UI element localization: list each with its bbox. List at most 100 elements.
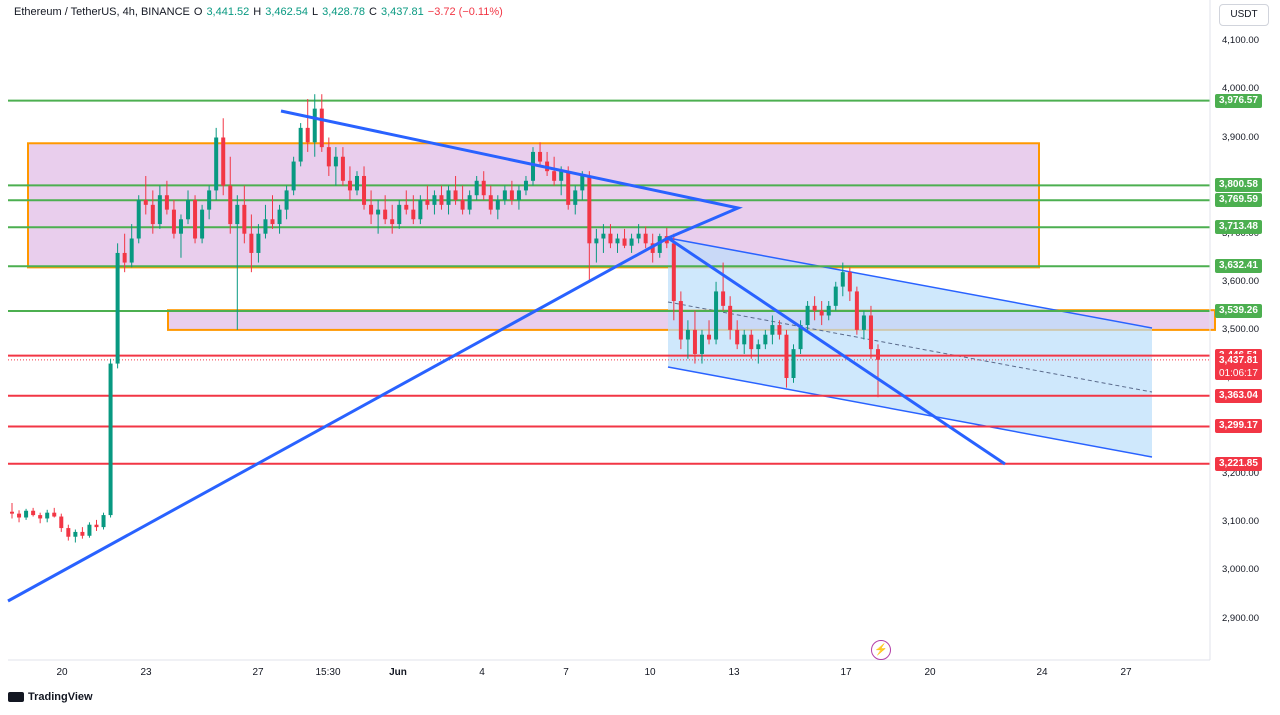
channel-top-line (667, 237, 1153, 329)
candle-body (671, 243, 676, 302)
price-tick: 2,900.00 (1222, 612, 1259, 624)
candle-body (249, 233, 254, 253)
candle-body (157, 195, 162, 225)
currency-selector[interactable]: USDT (1219, 4, 1269, 26)
zones-layer (27, 142, 1216, 331)
candle-body (439, 195, 444, 205)
candle-body (707, 334, 712, 340)
candle-body (622, 238, 627, 246)
candle-body (24, 510, 29, 518)
candle-body (362, 175, 367, 205)
candle-body (108, 363, 113, 516)
level-badge: 3,539.26 (1215, 304, 1262, 319)
candle-body (312, 108, 317, 143)
brand[interactable]: TradingView (8, 691, 93, 703)
time-tick: 4 (479, 667, 485, 678)
candle-body (453, 190, 458, 201)
candle-body (326, 147, 331, 167)
candle-body (819, 310, 824, 316)
candle-body (186, 200, 191, 220)
countdown: 01:06:17 (1219, 367, 1258, 379)
tradingview-logo-icon (8, 692, 24, 702)
price-tick: 3,600.00 (1222, 275, 1259, 287)
candle-body (587, 175, 592, 244)
level-badge: 3,632.41 (1215, 259, 1262, 274)
time-tick: 24 (1036, 667, 1048, 678)
triangle-trendline (280, 109, 743, 240)
time-tick: 15:30 (315, 667, 341, 678)
candle-body (657, 236, 662, 253)
candle-body (228, 185, 233, 225)
close-label: C (369, 6, 377, 18)
level-badge: 3,713.48 (1215, 220, 1262, 235)
candle-body (17, 513, 22, 518)
time-tick: 7 (563, 667, 569, 678)
candle-body (354, 175, 359, 191)
candle-body (73, 531, 78, 537)
candle-body (756, 344, 761, 350)
candle-body (481, 180, 486, 196)
symbol-name[interactable]: Ethereum / TetherUS, 4h, BINANCE (14, 6, 190, 18)
candle-body (770, 325, 775, 335)
low-label: L (312, 6, 319, 18)
candle-body (516, 190, 521, 201)
price-tick: 3,100.00 (1222, 516, 1259, 528)
candle-body (59, 516, 64, 529)
candle-body (404, 204, 409, 210)
candle-body (868, 315, 873, 350)
candle-body (559, 171, 564, 181)
candle-body (38, 515, 43, 519)
candle-body (207, 190, 212, 210)
candle-body (699, 334, 704, 354)
candle-body (45, 512, 50, 519)
candle-body (474, 180, 479, 196)
candle-body (277, 209, 282, 225)
open-value: 3,441.52 (206, 6, 250, 18)
price-tick: 3,900.00 (1222, 131, 1259, 143)
level-badge: 3,221.85 (1215, 456, 1262, 471)
candle-body (629, 238, 634, 246)
channel-mid-line (667, 301, 1153, 393)
candle-body (615, 238, 620, 244)
candle-body (270, 219, 275, 225)
candle-body (580, 175, 585, 191)
candle-body (495, 200, 500, 210)
candle-body (735, 329, 740, 345)
candle-body (150, 204, 155, 225)
candle-body (523, 180, 528, 191)
candle-body (256, 233, 261, 253)
channel-bottom-line (667, 366, 1153, 458)
candle-body (467, 195, 472, 210)
candle-body (861, 315, 866, 330)
current-price-value: 3,437.81 (1219, 354, 1258, 366)
price-tick: 3,200.00 (1222, 468, 1259, 480)
candle-body (115, 252, 120, 364)
low-value: 3,428.78 (322, 6, 365, 18)
candle-body (10, 511, 14, 514)
candle-body (284, 190, 289, 210)
time-tick: 27 (1120, 667, 1132, 678)
candle-body (608, 233, 613, 244)
level-badge: 3,299.17 (1215, 419, 1262, 434)
time-tick: 20 (56, 667, 68, 678)
candle-body (136, 200, 141, 239)
candle-body (685, 329, 690, 340)
level-badge: 3,363.04 (1215, 388, 1262, 403)
candle-body (446, 190, 451, 205)
candle-body (122, 252, 127, 263)
flash-icon[interactable]: ⚡ (871, 640, 891, 660)
candle-body (101, 515, 106, 528)
candle-body (333, 156, 338, 167)
open-label: O (193, 6, 203, 18)
candle-body (432, 195, 437, 205)
candle-body (643, 233, 648, 244)
price-tick: 4,100.00 (1222, 35, 1259, 47)
candle-body (826, 305, 831, 316)
time-tick: Jun (389, 667, 407, 678)
candle-body (566, 171, 571, 205)
candle-body (552, 171, 557, 181)
channel-layer (667, 237, 1153, 458)
candle-body (87, 524, 92, 536)
candle-body (791, 349, 796, 378)
